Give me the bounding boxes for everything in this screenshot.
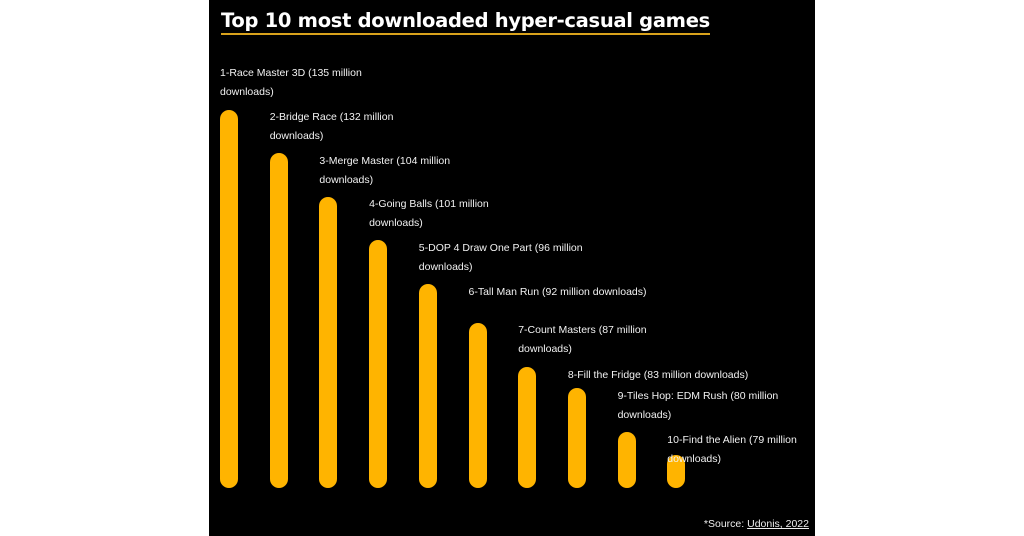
bar-6 (468, 323, 487, 488)
bar-label-1: 1-Race Master 3D (135 million downloads) (220, 67, 362, 98)
source-prefix: *Source: (703, 518, 748, 530)
bar-10 (667, 455, 686, 488)
bar-label-8: 8-Fill the Fridge (83 million downloads) (567, 369, 749, 381)
bar-label-5: 5-DOP 4 Draw One Part (96 million downloa… (418, 242, 583, 273)
bar-label-6: 6-Tall Man Run (92 million downloads) (468, 286, 647, 298)
source-link[interactable]: Udonis, 2022 (747, 518, 809, 530)
source-note: *Source: Udonis, 2022 (704, 518, 809, 530)
bar-label-3: 3-Merge Master (104 million downloads) (319, 155, 451, 186)
bar-4 (369, 240, 388, 488)
bar-9 (617, 432, 636, 488)
bar-1 (220, 110, 238, 488)
bar-label-2: 2-Bridge Race (132 million downloads) (269, 111, 394, 142)
chart-title: Top 10 most downloaded hyper-casual game… (221, 9, 710, 35)
bar-label-4: 4-Going Balls (101 million downloads) (369, 198, 489, 229)
bar-2 (269, 153, 288, 488)
bar-3 (319, 197, 338, 488)
bar-label-10: 10-Find the Alien (79 million downloads) (667, 434, 797, 465)
bar-label-9: 9-Tiles Hop: EDM Rush (80 million downloa… (617, 390, 779, 421)
bar-8 (567, 388, 586, 488)
bar-label-7: 7-Count Masters (87 million downloads) (518, 324, 647, 355)
chart-panel: Top 10 most downloaded hyper-casual game… (209, 0, 815, 536)
bar-7 (518, 367, 537, 488)
bar-5 (418, 284, 437, 488)
